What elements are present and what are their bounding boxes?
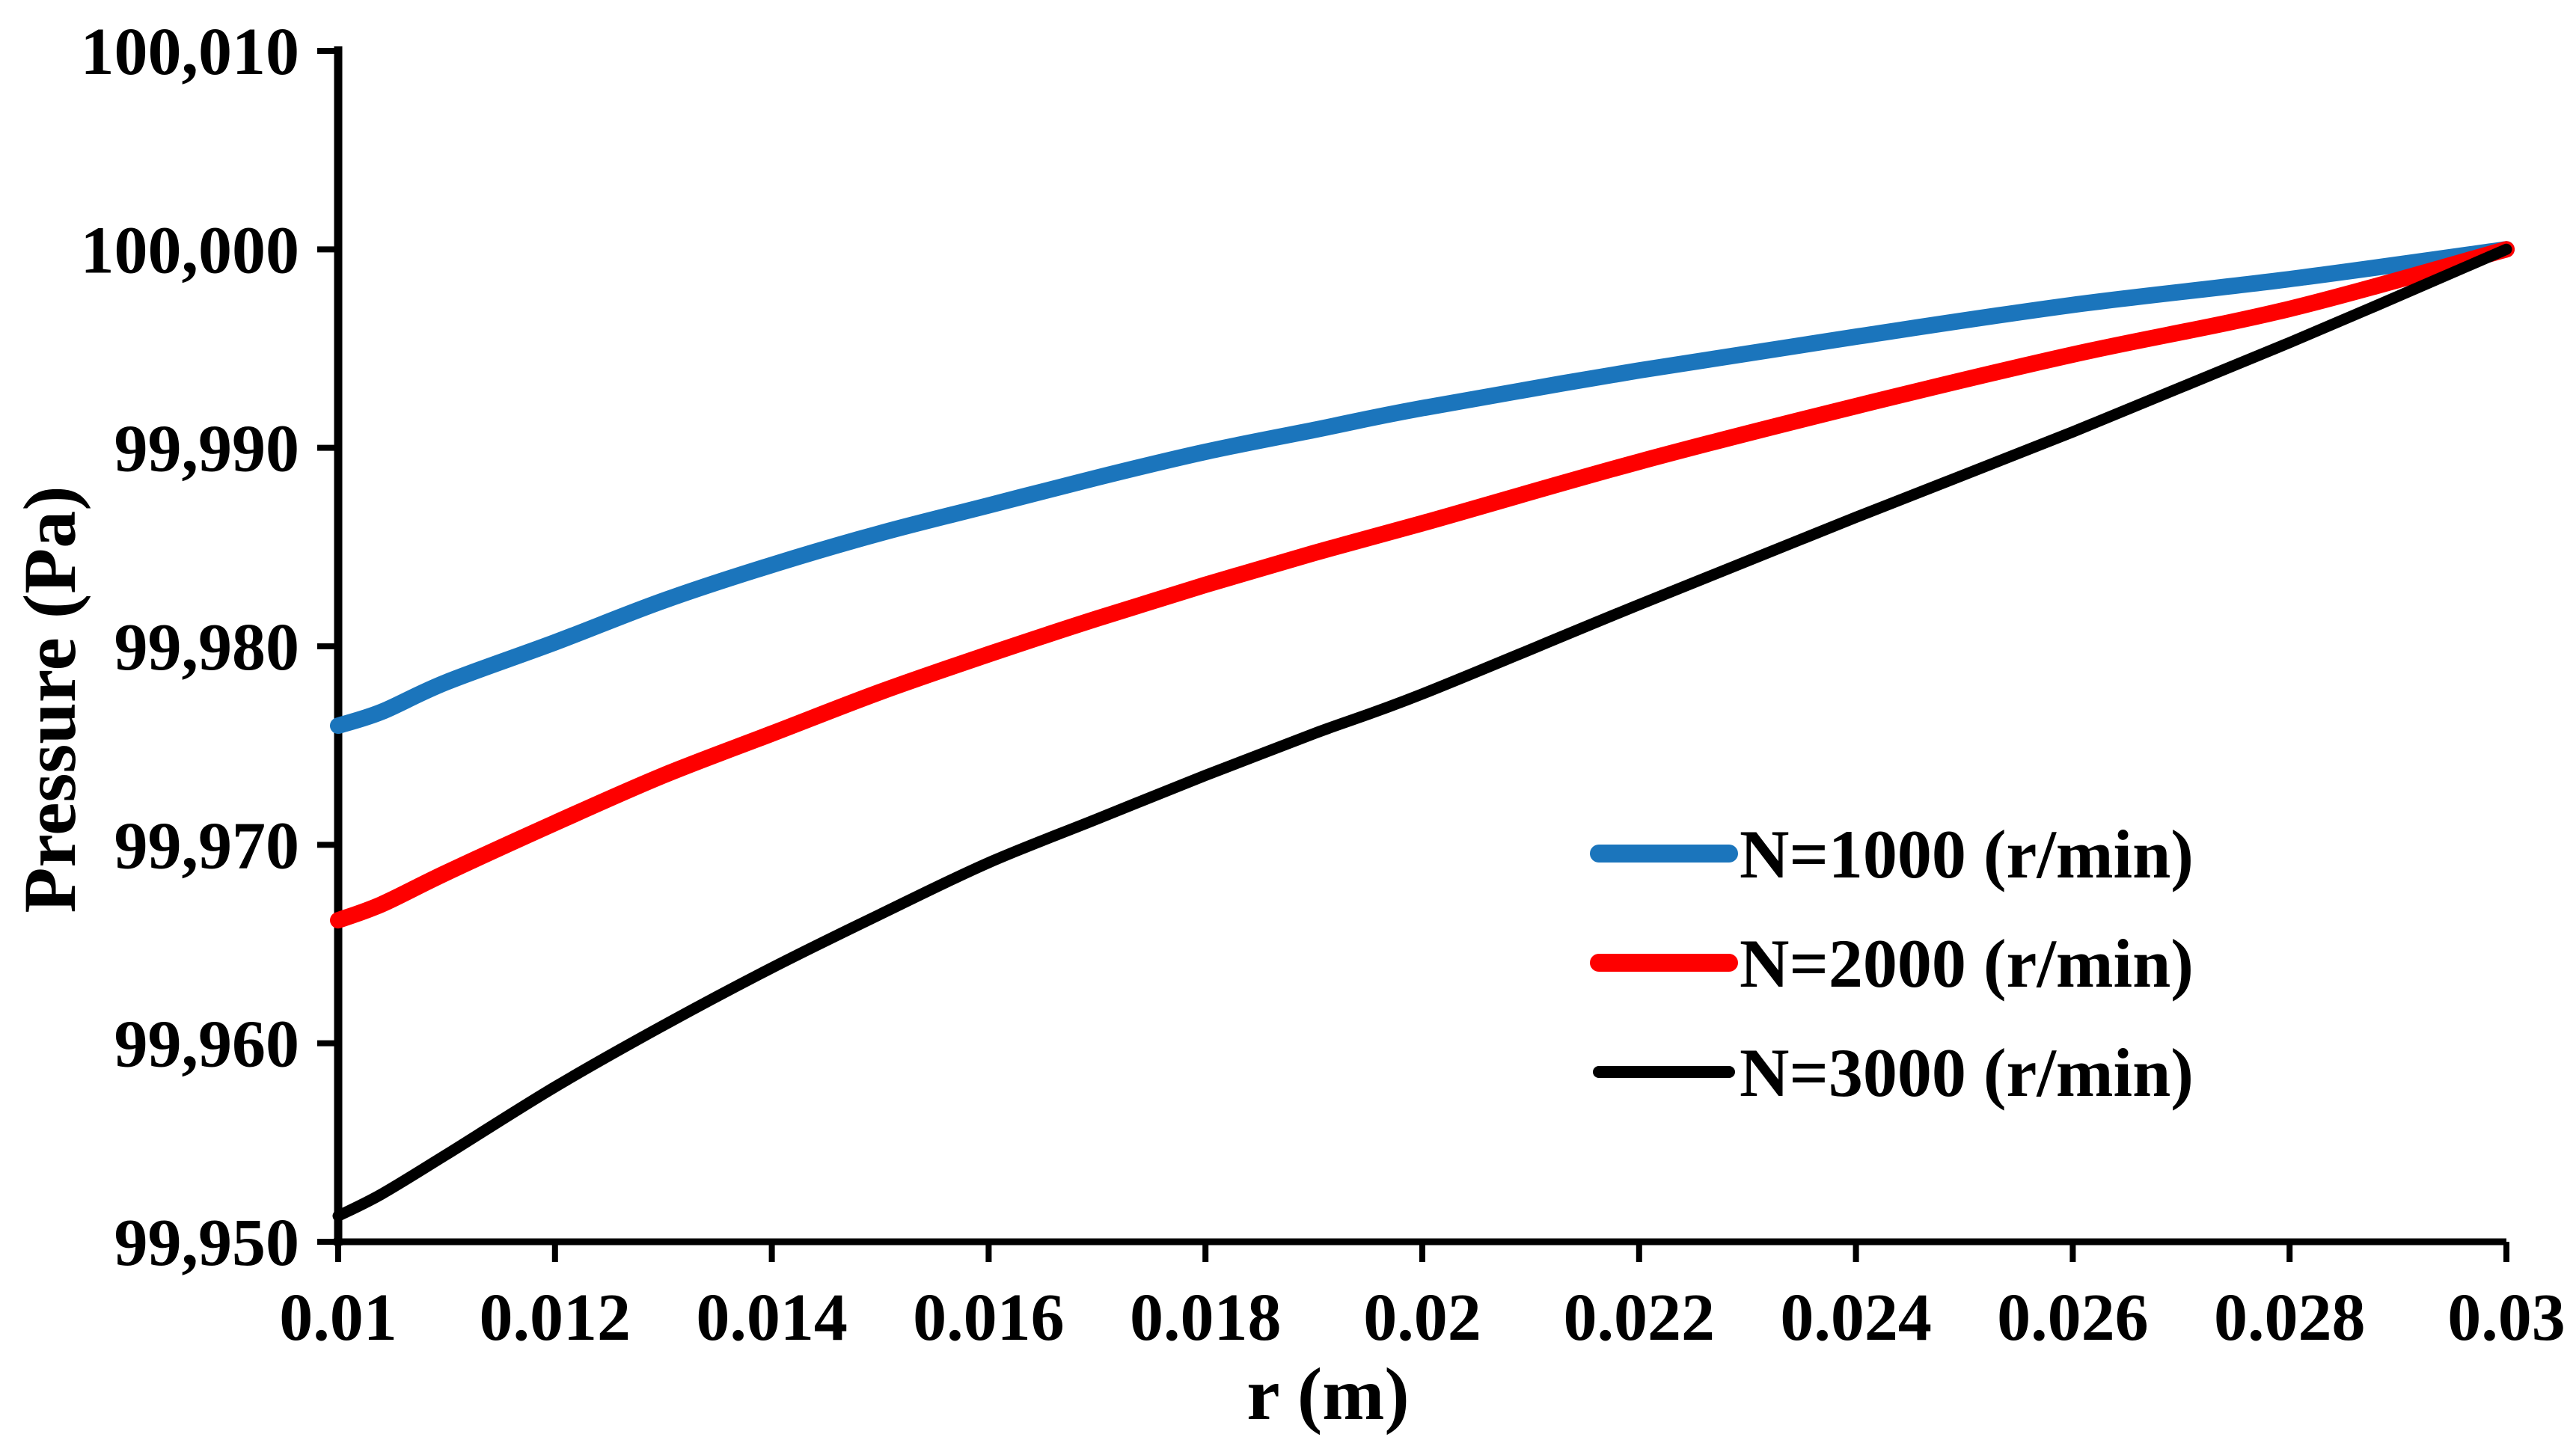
tick-marks xyxy=(317,48,2509,1262)
x-tick-label: 0.012 xyxy=(480,1281,631,1355)
x-tick-label: 0.03 xyxy=(2447,1281,2566,1355)
legend-label-n2000: N=2000 (r/min) xyxy=(1740,925,2194,1002)
x-tick-label: 0.026 xyxy=(1997,1281,2149,1355)
y-tick-label: 99,990 xyxy=(114,412,300,486)
series-line-2 xyxy=(332,243,2512,1222)
x-tick-label: 0.02 xyxy=(1363,1281,1481,1355)
y-tick-label: 100,010 xyxy=(81,15,300,89)
x-tick-label: 0.014 xyxy=(696,1281,848,1355)
x-tick-label: 0.018 xyxy=(1130,1281,1282,1355)
y-tick-label: 99,960 xyxy=(114,1008,300,1082)
series-line-1 xyxy=(330,241,2515,929)
x-tick-label: 0.024 xyxy=(1780,1281,1932,1355)
y-tick-label: 99,950 xyxy=(114,1206,300,1280)
x-tick-label: 0.022 xyxy=(1564,1281,1716,1355)
legend-label-n3000: N=3000 (r/min) xyxy=(1740,1035,2194,1111)
y-tick-label: 99,980 xyxy=(114,610,300,684)
legend: N=1000 (r/min) N=2000 (r/min) N=3000 (r/… xyxy=(1590,816,2194,1111)
tick-labels: 99,950 99,960 99,970 99,980 99,990 100,000 100… xyxy=(81,15,2566,1355)
legend-label-n1000: N=1000 (r/min) xyxy=(1740,816,2194,892)
x-tick-label: 0.01 xyxy=(279,1281,397,1355)
y-axis-title: Pressure (Pa) xyxy=(8,485,91,913)
x-axis-title: r (m) xyxy=(1246,1352,1409,1436)
x-tick-label: 0.028 xyxy=(2214,1281,2366,1355)
data-series xyxy=(330,241,2515,1222)
y-tick-label: 100,000 xyxy=(81,213,300,287)
y-tick-label: 99,970 xyxy=(114,809,300,883)
series-line-0 xyxy=(330,241,2515,735)
x-tick-label: 0.016 xyxy=(913,1281,1065,1355)
